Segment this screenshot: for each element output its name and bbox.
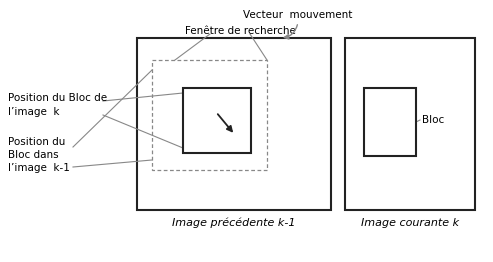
Bar xyxy=(183,88,251,153)
Bar xyxy=(152,60,267,170)
Text: Fenêtre de recherche: Fenêtre de recherche xyxy=(184,26,295,36)
Text: Position du
Bloc dans
l’image  k-1: Position du Bloc dans l’image k-1 xyxy=(8,137,70,173)
Text: Bloc: Bloc xyxy=(422,115,444,125)
Text: Vecteur  mouvement: Vecteur mouvement xyxy=(244,10,352,20)
Text: Image précédente k-1: Image précédente k-1 xyxy=(172,218,296,228)
Bar xyxy=(137,38,331,210)
Text: Image courante k: Image courante k xyxy=(361,218,459,228)
Bar xyxy=(364,88,416,156)
Bar xyxy=(345,38,475,210)
Text: Position du Bloc de
l’image  k: Position du Bloc de l’image k xyxy=(8,93,107,117)
